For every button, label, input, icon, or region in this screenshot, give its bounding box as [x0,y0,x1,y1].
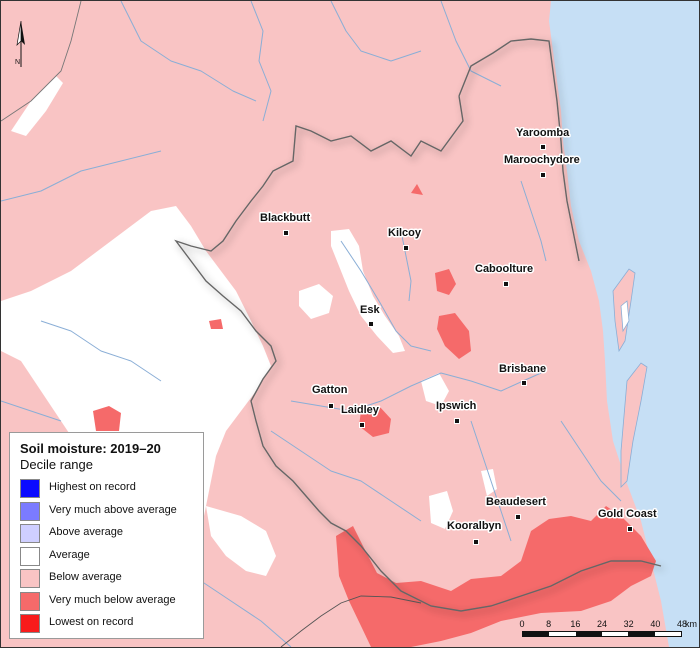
town-label: Gatton [312,384,348,396]
town-marker [473,539,479,545]
town-marker [328,403,334,409]
legend-label: Very much above average [49,503,177,516]
legend-label: Above average [49,526,123,538]
average-area-somerset [331,229,405,353]
legend-item: Very much below average [20,590,193,613]
town-label: Caboolture [475,263,533,275]
legend-swatch [20,479,40,498]
town: Esk [359,303,382,327]
scale-tick-label: 0 [519,619,525,629]
legend-item: Very much above average [20,500,193,523]
town-marker [283,230,289,236]
scale-bar-segments [522,631,682,637]
legend-label: Average [49,548,90,561]
very-much-below-laidley [359,406,391,437]
legend-item: Lowest on record [20,612,193,635]
legend-swatch [20,524,40,543]
town-label: Beaudesert [486,496,546,508]
town-label: Kilcoy [388,227,422,239]
town: Kooralbyn [446,519,503,545]
town-marker [515,514,521,520]
legend-label: Very much below average [49,593,176,606]
town: Kilcoy [387,226,423,251]
legend-items: Highest on record Very much above average… [20,477,193,635]
town: Beaudesert [485,495,548,520]
scale-tick-label: 48 [676,619,688,629]
town: Gatton [311,383,349,409]
average-area-beaudesert [481,469,497,496]
very-much-below-kilcoy [411,184,423,195]
river-network [1,1,622,647]
town: Brisbane [498,362,548,386]
town: Blackbutt [259,211,312,236]
town: Yaroomba [515,126,572,150]
legend-swatch [20,591,40,611]
region-boundary-west [1,1,82,122]
average-area-south [429,491,453,529]
town-markers: Yaroomba Maroochydore Blackbutt Kilcoy Caboo… [259,126,659,545]
town: Caboolture [474,262,535,287]
legend-item: Above average [20,522,193,545]
town: Ipswich [435,399,478,424]
town-marker [503,281,509,287]
town-marker [540,144,546,150]
legend-label: Highest on record [49,481,136,493]
very-much-below-southern-border [336,506,656,647]
town-marker [359,422,365,428]
town-label: Esk [360,304,380,316]
legend-swatch [20,501,40,521]
scale-tick-label: 16 [570,619,581,629]
town-label: Laidley [341,404,380,416]
town-label: Maroochydore [504,154,580,166]
legend-swatch [20,569,40,588]
town: Gold Coast [597,507,659,532]
town-label: Gold Coast [598,508,657,520]
island-south [620,362,648,488]
legend-item: Below average [20,567,193,590]
town-marker [403,245,409,251]
very-much-below-north [435,269,456,295]
legend-item: Average [20,545,193,568]
legend-item: Highest on record [20,477,193,500]
scale-tick-label: 40 [650,619,661,629]
average-area-sw [206,506,276,576]
legend-label: Lowest on record [49,616,134,628]
average-area-ipswich [421,373,449,406]
legend-swatch [20,614,40,633]
average-area-nw [11,76,63,136]
legend-title: Soil moisture: 2019–20 [20,441,161,456]
average-area-esk [299,284,333,319]
legend-swatch [20,546,40,566]
scale-unit: km [685,619,697,629]
legend-subtitle: Decile range [20,457,93,472]
very-much-below-west [93,406,121,431]
island-mid [620,300,630,333]
town-marker [627,526,633,532]
scale-bar: 0 8 16 24 32 40 48 km [517,616,697,644]
very-much-below-central [437,313,471,359]
town-marker [368,321,374,327]
north-arrow: N [15,20,25,67]
town-label: Ipswich [436,400,477,412]
town-label: Yaroomba [516,127,570,139]
town-label: Brisbane [499,363,546,375]
scale-tick-label: 8 [546,619,552,629]
north-label: N [15,59,20,66]
town-marker [521,380,527,386]
town-marker [540,172,546,178]
town: Maroochydore [503,153,581,178]
town-label: Kooralbyn [447,520,502,532]
scale-tick-label: 24 [596,619,608,629]
town-marker [454,418,460,424]
town-label: Blackbutt [260,212,310,224]
town: Laidley [340,403,381,428]
state-border [280,595,422,647]
region-boundary [174,38,662,612]
legend: Soil moisture: 2019–20 Decile range High… [9,432,204,639]
very-much-below-small-west [209,319,223,329]
scale-tick-label: 32 [623,619,634,629]
legend-label: Below average [49,571,122,583]
